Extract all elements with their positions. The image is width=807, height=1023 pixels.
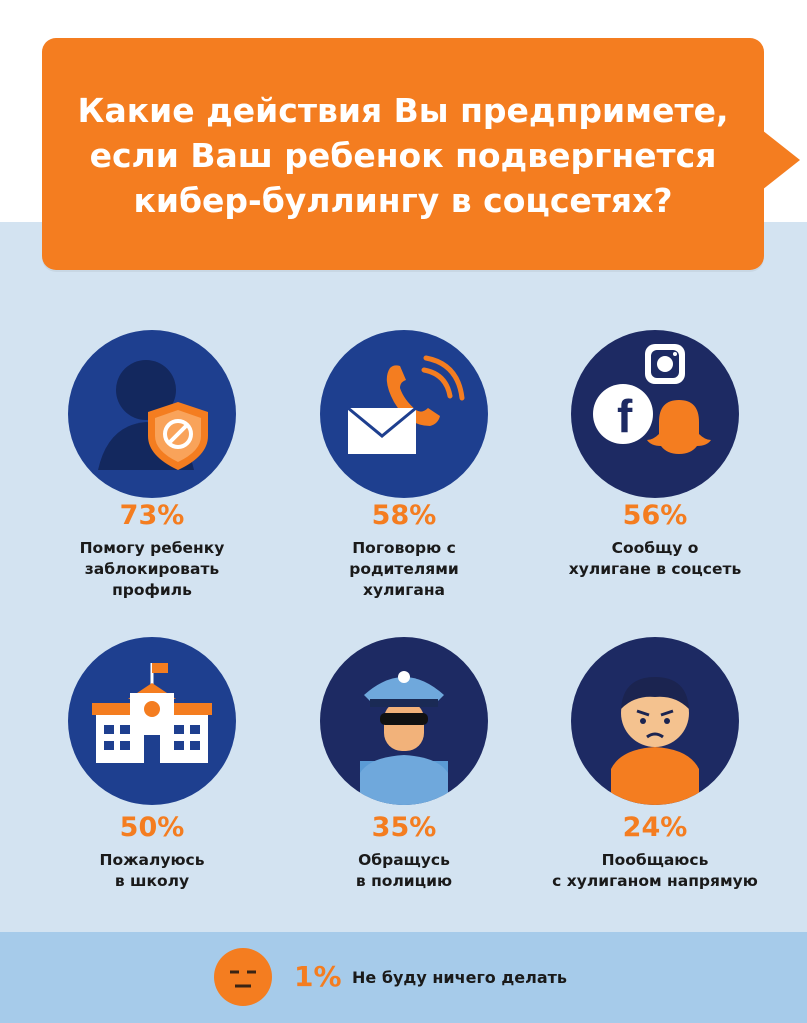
neutral-face-icon (214, 948, 272, 1006)
item-2-label-line: родителями (349, 560, 459, 578)
item-2-value: 58% (371, 500, 437, 531)
item-1-label-line: профиль (112, 581, 192, 599)
shield-user-icon (68, 330, 236, 498)
title-line-1: Какие действия Вы предпримете, (77, 91, 729, 130)
social-media-icon: f (571, 330, 739, 498)
item-4-label-line: в школу (114, 872, 190, 890)
item-5-label: Обращусь в полицию (284, 850, 524, 892)
school-icon (68, 637, 236, 805)
item-2-label: Поговорю с родителями хулигана (284, 538, 524, 601)
police-icon (320, 637, 488, 805)
item-3-label-line: Сообщу о (611, 539, 699, 557)
item-3-label-line: хулигане в соцсеть (568, 560, 742, 578)
item-6-label-line: Пообщаюсь (601, 851, 709, 869)
item-6-label: Пообщаюсь с хулиганом напрямую (535, 850, 775, 892)
angry-child-icon (571, 637, 739, 805)
item-1-value: 73% (119, 500, 185, 531)
item-4-label-line: Пожалуюсь (99, 851, 205, 869)
item-5-label-line: в полицию (355, 872, 453, 890)
item-1-label-line: Помогу ребенку (79, 539, 225, 557)
item-1-label-line: заблокировать (84, 560, 220, 578)
phone-mail-icon (320, 330, 488, 498)
item-7-label: Не буду ничего делать (352, 968, 568, 987)
item-1-label: Помогу ребенку заблокировать профиль (32, 538, 272, 601)
svg-text:f: f (617, 390, 633, 442)
item-4-label: Пожалуюсь в школу (32, 850, 272, 892)
item-4-value: 50% (119, 812, 185, 843)
item-2-label-line: хулигана (362, 581, 446, 599)
item-6-label-line: с хулиганом напрямую (552, 872, 758, 890)
item-6-value: 24% (622, 812, 688, 843)
bottom-band (0, 932, 807, 1023)
item-3-value: 56% (622, 500, 688, 531)
title-line-3: кибер-буллингу в соцсетях? (133, 181, 673, 220)
title-bubble-tail (762, 130, 800, 190)
item-5-value: 35% (371, 812, 437, 843)
item-3-label: Сообщу о хулигане в соцсеть (535, 538, 775, 580)
title-line-2: если Ваш ребенок подвергнется (89, 136, 717, 175)
title-bubble (42, 38, 764, 270)
item-7-value: 1% (294, 960, 342, 993)
item-5-label-line: Обращусь (358, 851, 450, 869)
item-2-label-line: Поговорю с (352, 539, 456, 557)
page-title: Какие действия Вы предпримете, если Ваш … (42, 88, 764, 223)
